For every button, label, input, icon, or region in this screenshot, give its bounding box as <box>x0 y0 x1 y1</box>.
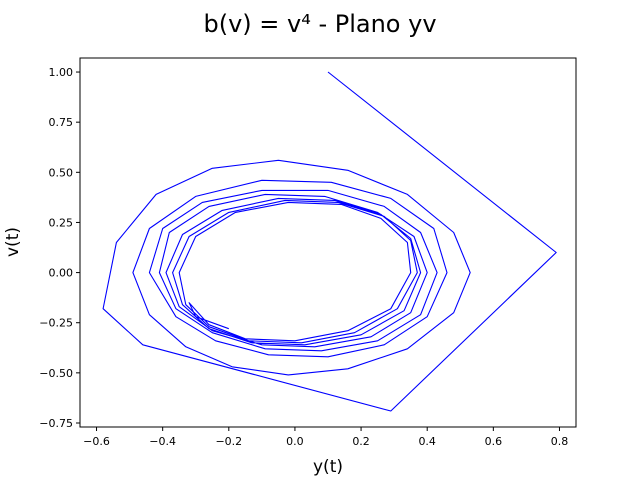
x-tick-label: 0.8 <box>551 435 569 448</box>
x-tick-label: 0.6 <box>485 435 503 448</box>
series-layer <box>102 71 557 412</box>
x-tick-label: 0.2 <box>352 435 370 448</box>
axes-frame <box>79 57 577 428</box>
y-axis-label: v(t) <box>3 227 23 257</box>
y-tick-label: −0.25 <box>39 317 73 330</box>
y-tick-label: 0.25 <box>49 216 74 229</box>
y-tick-label: 1.00 <box>49 66 74 79</box>
y-tick-label: 0.50 <box>49 166 74 179</box>
x-tick-label: −0.6 <box>83 435 110 448</box>
x-tick-label: 0.0 <box>286 435 304 448</box>
x-tick-label: −0.4 <box>149 435 176 448</box>
series-line-0 <box>102 71 557 412</box>
chart-title: b(v) = v⁴ - Plano yv <box>203 10 436 38</box>
y-tick-label: 0.75 <box>49 116 74 129</box>
y-tick-label: 0.00 <box>49 267 74 280</box>
x-axis: −0.6 −0.4 −0.2 0.0 0.2 0.4 0.6 0.8 <box>83 427 568 448</box>
x-tick-label: −0.2 <box>215 435 242 448</box>
x-tick-label: 0.4 <box>418 435 436 448</box>
x-axis-label: y(t) <box>313 457 343 477</box>
plot-area <box>80 58 576 427</box>
y-tick-label: −0.75 <box>39 417 73 430</box>
y-axis: −0.75 −0.50 −0.25 0.00 0.25 0.50 0.75 1.00 <box>39 66 80 430</box>
y-tick-label: −0.50 <box>39 367 73 380</box>
